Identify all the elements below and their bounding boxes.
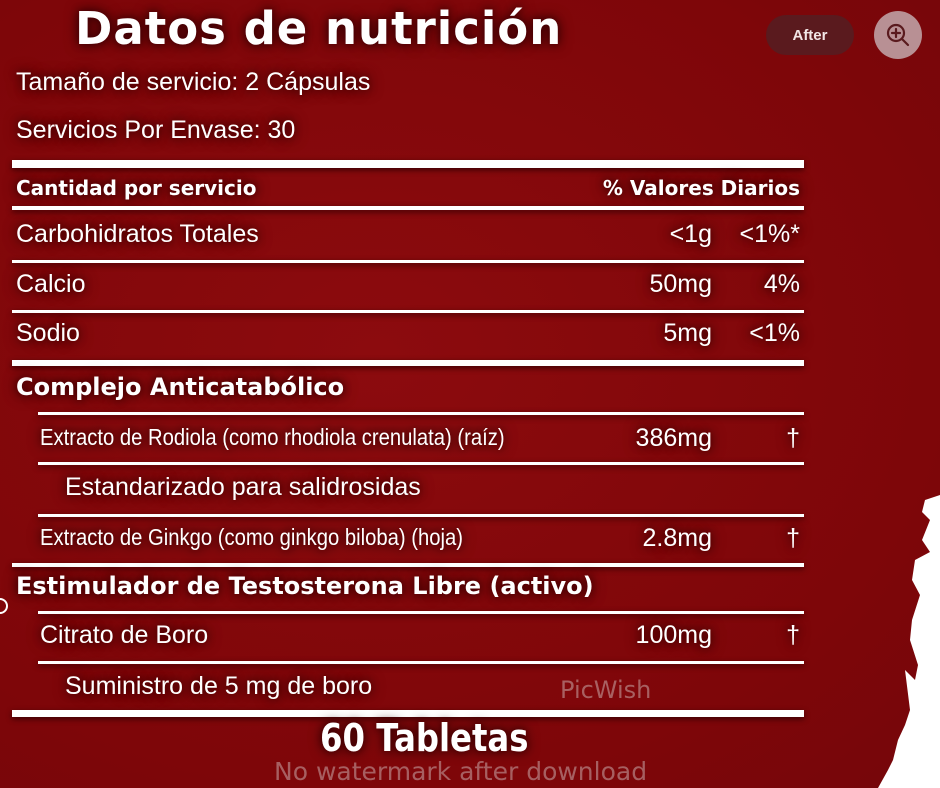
footer-count: 60 Tabletas — [320, 716, 529, 760]
ingredient-dv: † — [786, 424, 800, 452]
divider — [12, 310, 804, 313]
zoom-in-icon — [886, 23, 910, 47]
divider — [38, 661, 804, 664]
ingredient-dv: † — [786, 524, 800, 552]
divider — [38, 611, 804, 614]
ingredient-name: Extracto de Ginkgo (como ginkgo biloba) … — [40, 524, 464, 550]
watermark-brand: PicWish — [560, 676, 652, 704]
row-dv: 4% — [763, 270, 800, 298]
watermark-text: No watermark after download — [274, 757, 648, 786]
row-amount: <1g — [669, 220, 712, 248]
section-title: Estimulador de Testosterona Libre (activ… — [16, 572, 594, 600]
header-daily-value: % Valores Diarios — [602, 176, 800, 200]
divider — [38, 412, 804, 415]
row-amount: 5mg — [663, 319, 712, 347]
divider — [12, 206, 804, 210]
servings-per-container: Servicios Por Envase: 30 — [16, 116, 296, 144]
after-button[interactable]: After — [766, 15, 854, 55]
row-dv: <1%* — [739, 220, 800, 248]
section-title: Complejo Anticatabólico — [16, 373, 345, 401]
ingredient-name: Citrato de Boro — [40, 621, 209, 649]
ingredient-amount: 100mg — [635, 621, 712, 649]
ingredient-note: Suministro de 5 mg de boro — [65, 672, 373, 700]
divider — [12, 360, 804, 366]
divider — [12, 160, 804, 168]
divider — [38, 462, 804, 465]
header-amount: Cantidad por servicio — [16, 176, 257, 200]
serving-size: Tamaño de servicio: 2 Cápsulas — [16, 68, 371, 96]
divider — [12, 710, 804, 717]
row-dv: <1% — [749, 319, 800, 347]
ingredient-amount: 386mg — [635, 424, 712, 452]
row-name: Carbohidratos Totales — [16, 220, 259, 248]
row-name: Calcio — [16, 270, 86, 298]
ingredient-amount: 2.8mg — [642, 524, 712, 552]
ingredient-name: Extracto de Rodiola (como rhodiola crenu… — [40, 424, 505, 450]
ingredient-note: Estandarizado para salidrosidas — [65, 473, 421, 501]
row-name: Sodio — [16, 319, 80, 347]
divider — [12, 563, 804, 567]
ingredient-dv: † — [786, 621, 800, 649]
divider — [38, 514, 804, 517]
zoom-button[interactable] — [874, 11, 922, 59]
divider — [12, 260, 804, 263]
row-amount: 50mg — [649, 270, 712, 298]
page-title: Datos de nutrición — [75, 2, 563, 55]
